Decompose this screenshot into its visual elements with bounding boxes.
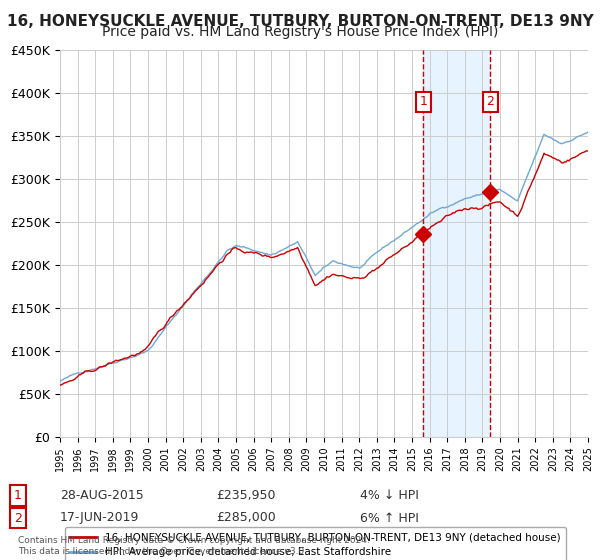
Text: 6% ↑ HPI: 6% ↑ HPI (360, 511, 419, 525)
Text: £285,000: £285,000 (216, 511, 276, 525)
Text: Price paid vs. HM Land Registry's House Price Index (HPI): Price paid vs. HM Land Registry's House … (102, 25, 498, 39)
Bar (424, 50, 490, 437)
Text: 1: 1 (419, 95, 427, 109)
Text: 1: 1 (14, 489, 22, 502)
Text: Contains HM Land Registry data © Crown copyright and database right 2024.
This d: Contains HM Land Registry data © Crown c… (18, 536, 370, 556)
Text: 4% ↓ HPI: 4% ↓ HPI (360, 489, 419, 502)
Legend: 16, HONEYSUCKLE AVENUE, TUTBURY, BURTON-ON-TRENT, DE13 9NY (detached house), HPI: 16, HONEYSUCKLE AVENUE, TUTBURY, BURTON-… (65, 527, 566, 560)
Text: 17-JUN-2019: 17-JUN-2019 (60, 511, 139, 525)
Text: 28-AUG-2015: 28-AUG-2015 (60, 489, 144, 502)
Text: £235,950: £235,950 (216, 489, 275, 502)
Text: 2: 2 (487, 95, 494, 109)
Text: 16, HONEYSUCKLE AVENUE, TUTBURY, BURTON-ON-TRENT, DE13 9NY: 16, HONEYSUCKLE AVENUE, TUTBURY, BURTON-… (7, 14, 593, 29)
Text: 2: 2 (14, 511, 22, 525)
